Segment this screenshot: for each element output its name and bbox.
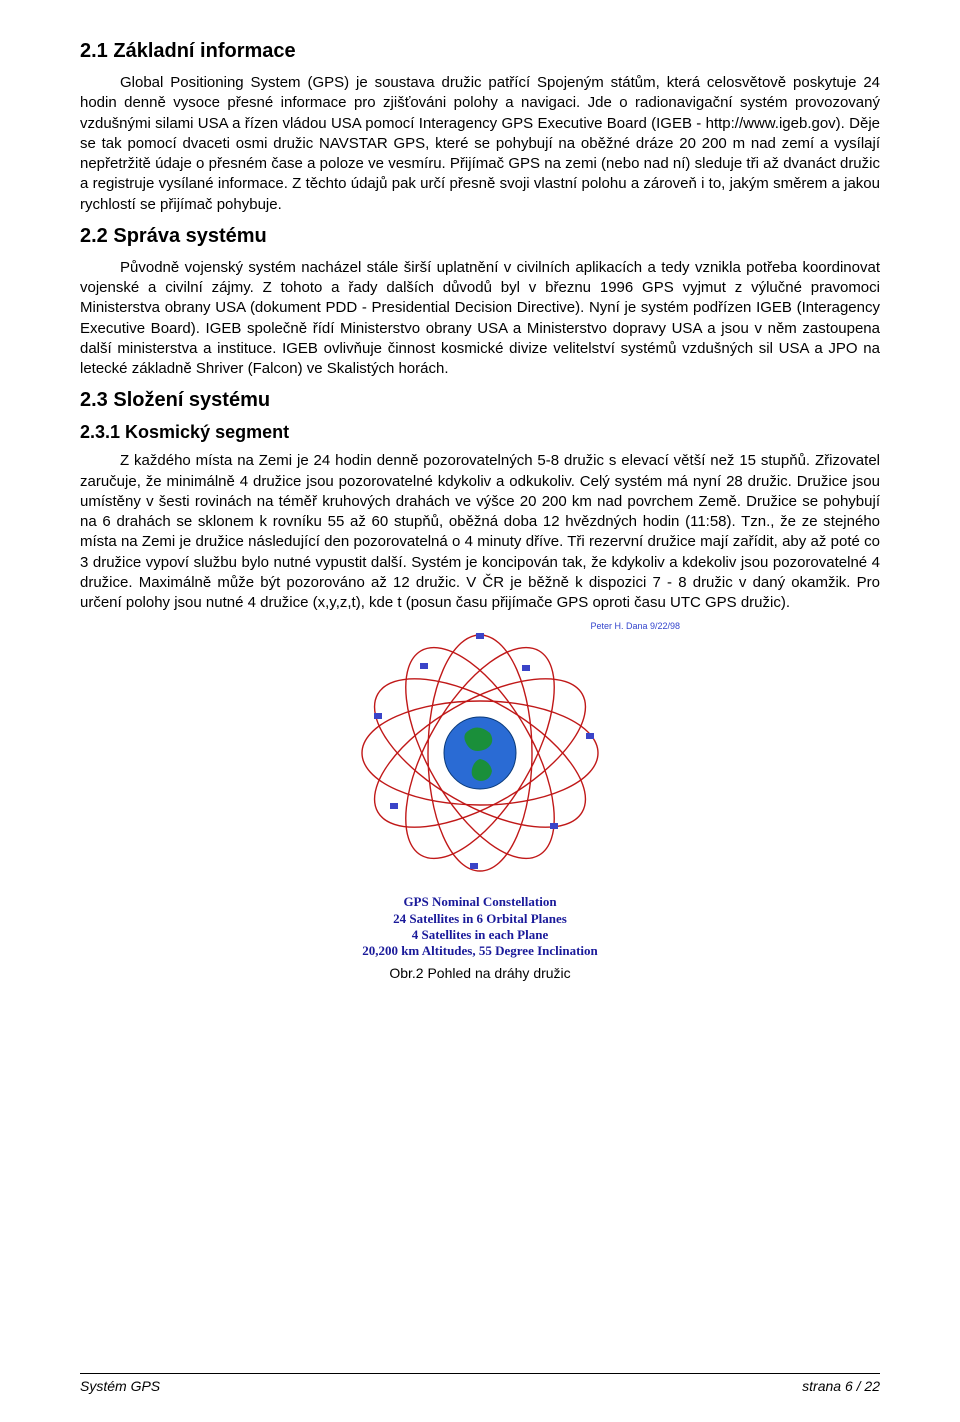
figure-sub-line: GPS Nominal Constellation (80, 894, 880, 910)
heading-system-admin: 2.2 Správa systému (80, 225, 880, 248)
figure-sub-line: 4 Satellites in each Plane (80, 927, 880, 943)
figure-sub-lines: GPS Nominal Constellation 24 Satellites … (80, 894, 880, 959)
section-system-composition: 2.3 Složení systému 2.3.1 Kosmický segme… (80, 389, 880, 613)
section-basic-info: 2.1 Základní informace Global Positionin… (80, 40, 880, 215)
figure-constellation: Peter H. Dana 9/22/98 (80, 623, 880, 981)
page-footer: Systém GPS strana 6 / 22 (80, 1373, 880, 1394)
heading-system-composition: 2.3 Složení systému (80, 389, 880, 412)
section-system-admin: 2.2 Správa systému Původně vojenský syst… (80, 225, 880, 380)
para-system-admin: Původně vojenský systém nacházel stále š… (80, 258, 880, 380)
page: 2.1 Základní informace Global Positionin… (0, 0, 960, 1422)
constellation-diagram-icon (350, 623, 610, 883)
figure-sub-line: 24 Satellites in 6 Orbital Planes (80, 911, 880, 927)
heading-space-segment: 2.3.1 Kosmický segment (80, 422, 880, 443)
para-basic-info: Global Positioning System (GPS) je soust… (80, 73, 880, 215)
footer-left: Systém GPS (80, 1378, 160, 1394)
heading-basic-info: 2.1 Základní informace (80, 40, 880, 63)
footer-right: strana 6 / 22 (802, 1378, 880, 1394)
figure-sub-line: 20,200 km Altitudes, 55 Degree Inclinati… (80, 943, 880, 959)
figure-caption: Obr.2 Pohled na dráhy družic (80, 965, 880, 981)
figure-credit: Peter H. Dana 9/22/98 (590, 621, 680, 631)
para-space-segment: Z každého místa na Zemi je 24 hodin denn… (80, 451, 880, 613)
